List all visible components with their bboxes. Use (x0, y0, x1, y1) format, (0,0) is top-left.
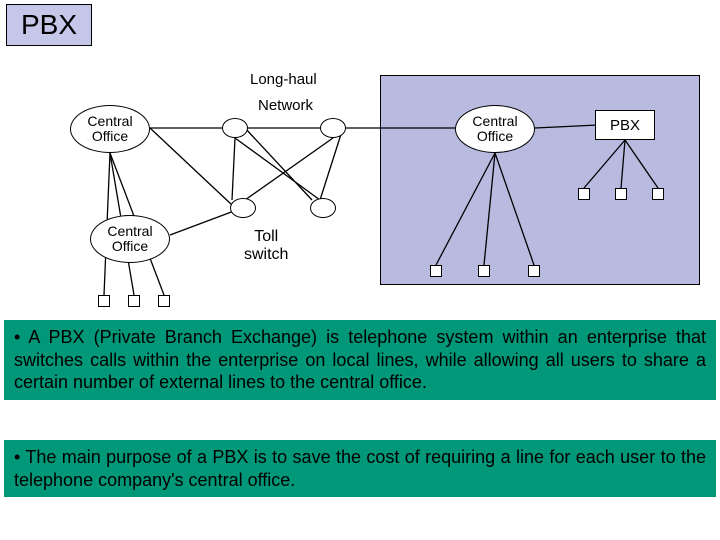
toll-switch-3 (230, 198, 256, 218)
description-para-1: • A PBX (Private Branch Exchange) is tel… (4, 320, 716, 400)
terminal-sq (128, 295, 140, 307)
terminal-sq (98, 295, 110, 307)
terminal-sq (652, 188, 664, 200)
central-office-3: CentralOffice (455, 105, 535, 153)
central-office-2: CentralOffice (90, 215, 170, 263)
terminal-sq (528, 265, 540, 277)
terminal-sq (430, 265, 442, 277)
toll-switch-2 (320, 118, 346, 138)
toll-switch-4 (310, 198, 336, 218)
terminal-sq (478, 265, 490, 277)
terminal-sq (615, 188, 627, 200)
pbx-node: PBX (595, 110, 655, 140)
terminal-sq (158, 295, 170, 307)
central-office-1: CentralOffice (70, 105, 150, 153)
description-para-2: • The main purpose of a PBX is to save t… (4, 440, 716, 497)
toll-switch-1 (222, 118, 248, 138)
terminal-sq (578, 188, 590, 200)
diagram-edges (0, 0, 720, 320)
